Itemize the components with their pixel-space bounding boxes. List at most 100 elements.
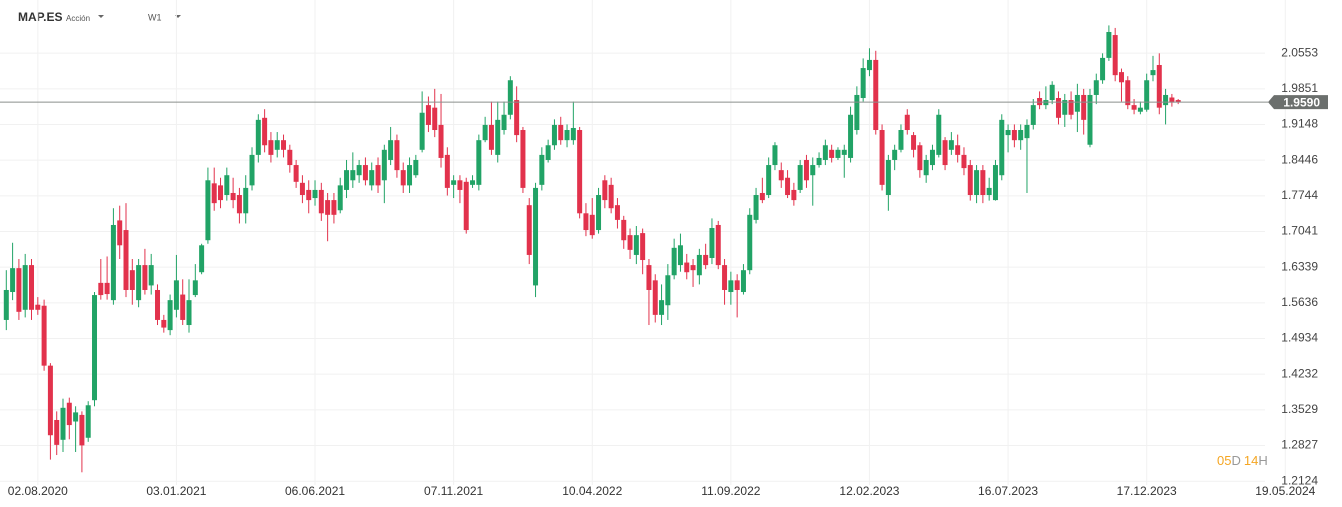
instrument-kind: Acción [66,14,90,23]
candle-body [715,224,721,266]
candle-body [848,114,854,158]
candle-body [60,407,66,440]
candle-body [1062,100,1068,115]
candle-body [407,165,413,186]
candle-body [1163,94,1169,106]
candle-body [633,235,639,255]
candle-body [980,170,986,196]
candle-body [394,140,400,171]
candle-body [205,180,211,241]
candle-body [167,300,173,331]
candle-body [740,270,746,293]
candle-body [1125,80,1131,106]
candle-body [192,280,198,296]
countdown-days-unit: D [1231,453,1240,468]
candle-body [986,187,992,196]
candle-body [904,114,910,131]
candle-body [1049,84,1055,101]
candle-body [841,149,847,155]
x-tick-label: 16.07.2023 [978,484,1038,498]
candle-body [816,157,822,166]
candle-body [35,304,41,310]
candle-body [974,170,980,196]
y-tick-label: 1.8446 [1281,152,1318,166]
candle-body [911,135,917,150]
candle-body [1131,105,1137,110]
candle-body [873,59,879,131]
candle-body [173,280,179,310]
y-tick-label: 1.5636 [1281,295,1318,309]
candle-body [961,154,967,169]
timeframe[interactable]: W1 [148,12,162,22]
candle-body [293,165,299,182]
candle-body [1118,72,1124,83]
candle-body [507,80,513,115]
candle-body [589,214,595,236]
countdown: 05D 14H [1217,453,1268,468]
candle-body [73,412,79,422]
current-price-tag [1268,95,1328,110]
candle-body [558,124,564,141]
candle-body [92,295,98,401]
candle-body [810,165,816,176]
y-tick-label: 1.3529 [1281,402,1318,416]
candle-body [362,165,368,181]
candle-body [545,145,551,160]
candle-body [1087,94,1093,145]
candle-body [419,112,425,150]
candle-body [778,170,784,181]
candle-body [734,280,740,290]
candle-body [955,145,961,155]
candle-body [230,192,236,201]
x-tick-label: 02.08.2020 [8,484,68,498]
candle-body [570,127,576,141]
y-tick-label: 1.2124 [1281,473,1318,487]
candle-body [791,189,797,201]
y-tick-label: 1.2827 [1281,438,1318,452]
candle-body [1030,105,1036,125]
candle-body [1169,97,1175,103]
candle-body [476,140,482,185]
candle-body [766,165,772,196]
candle-body [1055,98,1061,118]
candle-body [917,145,923,171]
candle-body [772,145,778,166]
candle-body [1100,57,1106,81]
candle-body [129,270,135,290]
candle-body [728,280,734,293]
candle-body [1112,35,1118,76]
candle-body [29,265,35,310]
candle-body [155,289,161,320]
candle-body [583,213,589,231]
candle-body [136,265,142,301]
x-tick-label: 12.02.2023 [839,484,899,498]
candle-body [413,159,419,176]
candle-body [690,265,696,271]
y-tick-label: 1.4934 [1281,331,1318,345]
candle-body [659,300,665,315]
candle-body [1024,124,1030,139]
candle-body [98,282,104,296]
symbol[interactable]: MAP.ES [18,10,62,24]
candle-body [281,140,287,150]
candle-body [425,105,431,125]
candle-body [696,254,702,276]
y-tick-label: 1.4232 [1281,366,1318,380]
timeframe-dropdown[interactable] [175,15,181,18]
candle-body [186,300,192,326]
candles [3,25,1181,473]
symbol-dropdown[interactable] [98,15,104,18]
candle-body [1018,130,1024,141]
candle-body [79,414,85,446]
candle-body [665,275,671,306]
y-tick-label: 1.7744 [1281,188,1318,202]
candle-body [41,305,47,366]
candle-body [438,124,444,158]
candle-body [967,165,973,196]
candle-body [1074,94,1080,112]
candle-body [533,187,539,286]
candle-body [520,130,526,188]
candle-body [463,181,469,231]
